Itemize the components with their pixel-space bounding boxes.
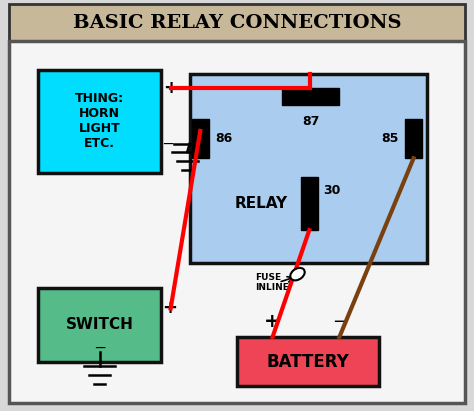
Text: SWITCH: SWITCH xyxy=(65,317,134,332)
Text: +: + xyxy=(163,300,178,317)
Bar xyxy=(405,119,422,158)
Text: 87: 87 xyxy=(302,115,319,128)
Ellipse shape xyxy=(290,268,305,280)
Text: BASIC RELAY CONNECTIONS: BASIC RELAY CONNECTIONS xyxy=(73,14,401,32)
Text: 85: 85 xyxy=(381,132,398,145)
Text: FUSE
INLINE: FUSE INLINE xyxy=(255,272,289,292)
Text: RELAY: RELAY xyxy=(234,196,287,211)
Bar xyxy=(9,4,465,41)
Text: ─: ─ xyxy=(164,136,173,151)
Text: +: + xyxy=(264,312,281,331)
Text: 30: 30 xyxy=(323,184,341,196)
Text: ─: ─ xyxy=(334,313,345,331)
Bar xyxy=(237,337,379,386)
Text: 86: 86 xyxy=(216,132,233,145)
Bar xyxy=(282,88,339,105)
Text: ─: ─ xyxy=(95,341,104,356)
Bar xyxy=(192,119,209,158)
Text: THING:
HORN
LIGHT
ETC.: THING: HORN LIGHT ETC. xyxy=(75,92,124,150)
Bar xyxy=(301,177,318,230)
Bar xyxy=(38,70,161,173)
Bar xyxy=(190,74,427,263)
Text: BATTERY: BATTERY xyxy=(267,353,349,371)
Bar xyxy=(9,41,465,403)
Bar xyxy=(38,288,161,362)
Text: +: + xyxy=(164,79,179,97)
